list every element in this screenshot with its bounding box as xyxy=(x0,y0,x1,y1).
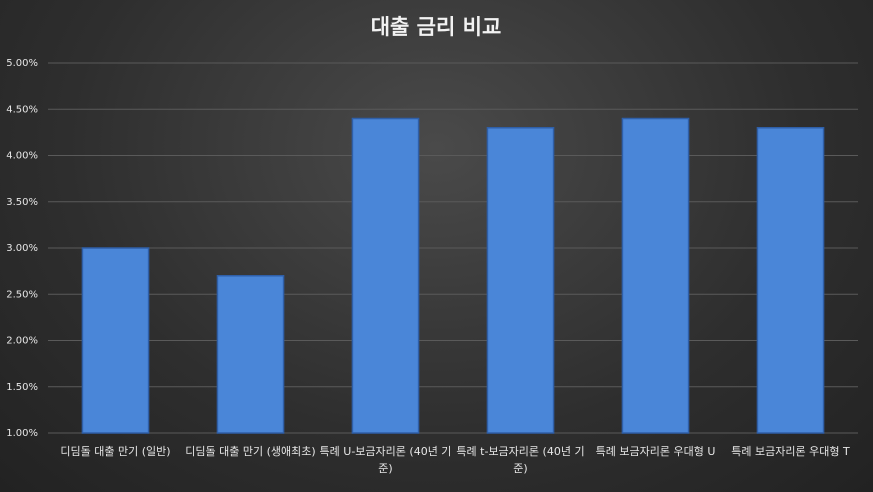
y-tick-label: 5.00% xyxy=(6,58,38,69)
chart-title: 대출 금리 비교 xyxy=(371,15,502,39)
y-tick-label: 2.50% xyxy=(6,289,38,300)
bar xyxy=(351,117,420,434)
bar xyxy=(756,127,825,434)
y-tick-label: 3.50% xyxy=(6,197,38,208)
y-tick-label: 2.00% xyxy=(6,336,38,347)
x-tick-label: 특례 보금자리론 우대형 U xyxy=(595,445,716,458)
bar xyxy=(621,117,690,434)
y-tick-label: 1.50% xyxy=(6,382,38,393)
bar xyxy=(216,275,285,434)
bar xyxy=(486,127,555,434)
y-tick-label: 4.00% xyxy=(6,151,38,162)
x-tick-label: 디딤돌 대출 만기 (일반) xyxy=(60,445,171,458)
bar xyxy=(81,247,150,434)
x-tick-label: 특례 보금자리론 우대형 T xyxy=(731,445,850,458)
x-tick-label: 디딤돌 대출 만기 (생애최초) xyxy=(185,445,316,458)
y-tick-label: 3.00% xyxy=(6,243,38,254)
x-tick-label: 특례 t-보금자리론 (40년 기준) xyxy=(456,445,585,475)
y-tick-label: 1.00% xyxy=(6,428,38,439)
x-tick-label: 특례 U-보금자리론 (40년 기준) xyxy=(319,445,452,475)
y-tick-label: 4.50% xyxy=(6,104,38,115)
